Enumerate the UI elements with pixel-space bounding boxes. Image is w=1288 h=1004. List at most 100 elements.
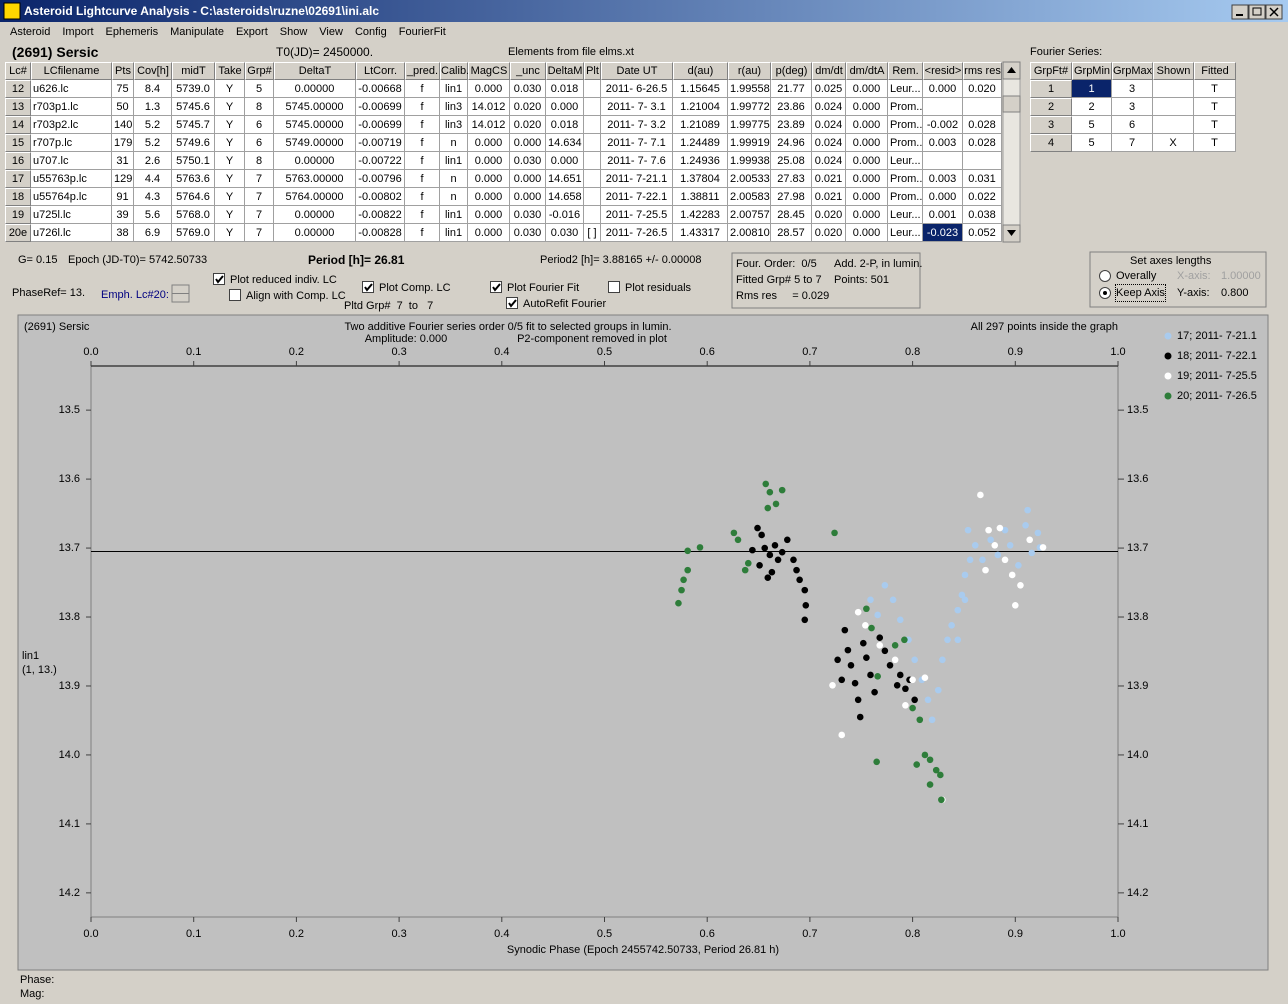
table-cell[interactable]: Prom... — [888, 134, 923, 152]
table-cell[interactable]: 14.012 — [468, 116, 510, 134]
table-cell[interactable]: lin1 — [440, 206, 468, 224]
table-cell[interactable]: 2011- 7-26.5 — [601, 224, 673, 242]
table-cell[interactable] — [1153, 80, 1194, 98]
table-cell[interactable] — [584, 152, 601, 170]
table-cell[interactable]: 8 — [245, 152, 274, 170]
table-cell[interactable]: 1 — [1072, 80, 1112, 98]
table-cell[interactable]: 8 — [245, 98, 274, 116]
checkbox[interactable] — [490, 281, 502, 293]
table-cell[interactable]: lin3 — [440, 98, 468, 116]
table-cell[interactable]: 0.000 — [546, 98, 584, 116]
row-header[interactable]: 12 — [5, 80, 31, 98]
table-cell[interactable]: 1.99919 — [728, 134, 771, 152]
table-cell[interactable]: -0.00699 — [356, 116, 405, 134]
table-cell[interactable]: r707p.lc — [31, 134, 112, 152]
checkbox[interactable] — [608, 281, 620, 293]
table-cell[interactable]: -0.00802 — [356, 188, 405, 206]
window-controls[interactable] — [1231, 4, 1283, 20]
table-cell[interactable]: 0.000 — [510, 188, 546, 206]
table-cell[interactable]: 0.000 — [846, 206, 888, 224]
table-cell[interactable]: Prom... — [888, 116, 923, 134]
table-cell[interactable]: 75 — [112, 80, 134, 98]
table-cell[interactable]: 1.99775 — [728, 116, 771, 134]
table-cell[interactable]: 7 — [245, 206, 274, 224]
table-cell[interactable]: 1.43317 — [673, 224, 728, 242]
checkbox-label[interactable]: Plot reduced indiv. LC — [230, 274, 337, 286]
table-cell[interactable]: 5764.6 — [172, 188, 215, 206]
table-cell[interactable]: Y — [215, 134, 245, 152]
table-cell[interactable]: 179 — [112, 134, 134, 152]
table-cell[interactable]: 2.6 — [134, 152, 172, 170]
table-cell[interactable]: 0.028 — [963, 116, 1002, 134]
table-cell[interactable]: 25.08 — [771, 152, 812, 170]
table-cell[interactable] — [584, 170, 601, 188]
table-cell[interactable]: u55763p.lc — [31, 170, 112, 188]
table-cell[interactable]: 1.37804 — [673, 170, 728, 188]
table-cell[interactable]: 5745.00000 — [274, 116, 356, 134]
table-cell[interactable]: 5 — [1072, 134, 1112, 152]
table-cell[interactable]: -0.023 — [923, 224, 963, 242]
table-cell[interactable]: 27.83 — [771, 170, 812, 188]
table-cell[interactable] — [584, 98, 601, 116]
menu-item[interactable]: Export — [235, 26, 268, 38]
table-cell[interactable]: 31 — [112, 152, 134, 170]
table-cell[interactable]: 5745.6 — [172, 98, 215, 116]
table-cell[interactable]: -0.00822 — [356, 206, 405, 224]
table-cell[interactable]: 2.00533 — [728, 170, 771, 188]
table-cell[interactable]: 1.21004 — [673, 98, 728, 116]
table-cell[interactable]: 5768.0 — [172, 206, 215, 224]
table-cell[interactable]: 0.00000 — [274, 152, 356, 170]
table-cell[interactable]: 5763.6 — [172, 170, 215, 188]
table-cell[interactable]: 5 — [245, 80, 274, 98]
table-cell[interactable]: 14.658 — [546, 188, 584, 206]
table-cell[interactable]: Prom... — [888, 98, 923, 116]
table-cell[interactable]: 5 — [1072, 116, 1112, 134]
table-cell[interactable]: 0.000 — [546, 152, 584, 170]
table-cell[interactable]: 1.3 — [134, 98, 172, 116]
table-cell[interactable]: X — [1153, 134, 1194, 152]
table-cell[interactable]: 28.57 — [771, 224, 812, 242]
table-cell[interactable]: 0.000 — [468, 206, 510, 224]
table-cell[interactable]: 4.4 — [134, 170, 172, 188]
table-cell[interactable]: 1.21089 — [673, 116, 728, 134]
table-cell[interactable]: 0.020 — [510, 98, 546, 116]
table-cell[interactable]: 2011- 7- 7.1 — [601, 134, 673, 152]
table-cell[interactable]: n — [440, 134, 468, 152]
table-cell[interactable]: 6 — [245, 134, 274, 152]
table-cell[interactable] — [584, 206, 601, 224]
table-cell[interactable]: 0.024 — [812, 116, 846, 134]
table-cell[interactable]: 91 — [112, 188, 134, 206]
table-cell[interactable]: 0.028 — [963, 134, 1002, 152]
table-cell[interactable]: 1.42283 — [673, 206, 728, 224]
table-cell[interactable]: 24.96 — [771, 134, 812, 152]
table-cell[interactable]: 6.9 — [134, 224, 172, 242]
row-header[interactable]: 2 — [1030, 98, 1072, 116]
menu-item[interactable]: Show — [279, 26, 308, 38]
table-cell[interactable]: 0.000 — [468, 152, 510, 170]
table-cell[interactable]: r703p2.lc — [31, 116, 112, 134]
table-cell[interactable] — [923, 98, 963, 116]
table-cell[interactable]: f — [405, 188, 440, 206]
table-cell[interactable]: 0.024 — [812, 134, 846, 152]
table-cell[interactable] — [584, 188, 601, 206]
menu-item[interactable]: FourierFit — [398, 26, 446, 38]
table-cell[interactable]: 0.003 — [923, 134, 963, 152]
table-cell[interactable]: 5739.0 — [172, 80, 215, 98]
table-cell[interactable]: -0.016 — [546, 206, 584, 224]
table-cell[interactable]: 27.98 — [771, 188, 812, 206]
checkbox-label[interactable]: Align with Comp. LC — [246, 290, 346, 302]
checkbox-label[interactable]: Plot residuals — [625, 282, 692, 294]
table-cell[interactable] — [1153, 116, 1194, 134]
table-cell[interactable]: 1.15645 — [673, 80, 728, 98]
table-cell[interactable]: 0.000 — [846, 188, 888, 206]
table-cell[interactable]: 0.000 — [468, 134, 510, 152]
table-cell[interactable]: 0.000 — [468, 224, 510, 242]
table-cell[interactable]: Y — [215, 80, 245, 98]
table-cell[interactable]: Y — [215, 206, 245, 224]
table-cell[interactable]: r703p1.lc — [31, 98, 112, 116]
table-cell[interactable]: 5764.00000 — [274, 188, 356, 206]
table-cell[interactable]: 14.634 — [546, 134, 584, 152]
table-cell[interactable]: 0.003 — [923, 170, 963, 188]
table-cell[interactable]: 0.00000 — [274, 224, 356, 242]
table-cell[interactable]: 5749.6 — [172, 134, 215, 152]
